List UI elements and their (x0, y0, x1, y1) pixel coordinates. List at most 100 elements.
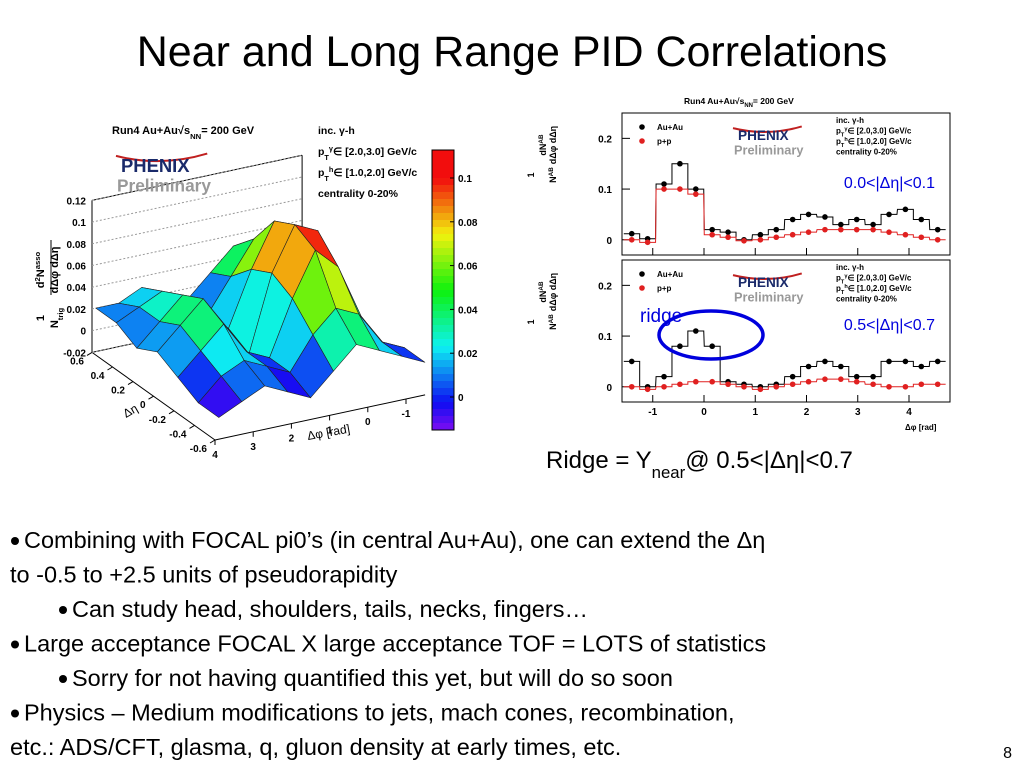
color-bar-cell (432, 374, 454, 382)
text-part: N (35, 269, 47, 277)
data-point (709, 343, 715, 350)
legend-entry: centrality 0-20% (318, 188, 399, 200)
data-point (789, 231, 796, 238)
logo-text: PHENIX (738, 275, 789, 290)
color-bar-cell (432, 234, 454, 242)
eta-tick (148, 395, 154, 400)
color-bar-cell (432, 409, 454, 417)
phi-tick-label: -1 (402, 409, 411, 420)
data-point (628, 230, 635, 237)
eta-tick-label: -0.6 (190, 444, 208, 455)
data-point (853, 216, 860, 223)
text-part: = 200 GeV (753, 96, 794, 106)
text-part: ENIX (757, 275, 789, 290)
data-point (838, 221, 844, 228)
legend-entry: p+p (657, 284, 672, 293)
color-bar-cell (432, 318, 454, 326)
color-bar-cell (432, 388, 454, 396)
data-point (934, 226, 941, 233)
data-point (805, 211, 812, 218)
text-part: inc. γ-h (318, 125, 355, 137)
data-point (853, 373, 860, 380)
data-point (805, 378, 812, 385)
series-step (623, 330, 946, 388)
color-bar-cell (432, 185, 454, 193)
text-part: T (324, 153, 329, 162)
data-point (870, 373, 876, 380)
data-point (918, 216, 925, 223)
data-point (773, 234, 780, 241)
data-point (870, 221, 876, 228)
x-tick-label: 1 (752, 407, 758, 418)
data-point (693, 328, 699, 334)
data-point (934, 236, 941, 243)
text-part: @ 0.5<|Δη|<0.7 (685, 447, 853, 474)
data-point (870, 226, 876, 233)
data-point (934, 381, 941, 388)
color-bar-cell (432, 423, 454, 431)
y-tick-label: 0 (606, 236, 612, 247)
legend-entry: centrality 0-20% (836, 148, 897, 157)
color-tick-label: 0.04 (458, 305, 478, 316)
text-part: ∈ [2.0,3.0] GeV/c (847, 274, 911, 283)
color-bar-cell (432, 255, 454, 263)
text-part: centrality 0-20% (836, 148, 897, 157)
color-bar-cell (432, 304, 454, 312)
data-point (644, 239, 651, 246)
axis-line (91, 154, 303, 201)
text-part: T (841, 133, 845, 139)
eta-tick (168, 410, 175, 415)
x-tick-label: 0 (701, 407, 707, 418)
color-bar-cell (432, 339, 454, 347)
color-bar-cell (432, 269, 454, 277)
data-point (661, 383, 667, 390)
data-point (853, 378, 860, 385)
text-part: AB (548, 314, 555, 324)
annotation: ridge (640, 306, 682, 327)
data-point (886, 358, 892, 365)
text-part: 1 (526, 319, 536, 324)
y-label: 1 (526, 172, 536, 177)
color-bar-cell (432, 311, 454, 319)
color-bar-cell (432, 346, 454, 354)
logo-text: PHENIX (738, 128, 789, 143)
legend-entry: pTγ∈ [2.0,3.0] GeV/c (836, 274, 912, 286)
color-bar-cell (432, 157, 454, 165)
surface-patch (197, 375, 243, 418)
data-point (822, 214, 828, 220)
annotation-ellipse (657, 309, 765, 361)
text-part: 1 (526, 172, 536, 177)
eta-tick-label: 0.4 (91, 371, 105, 382)
text-part: inc. γ-h (836, 116, 864, 125)
page-number: 8 (1003, 745, 1012, 762)
text-part: dΔφ dΔη (548, 126, 558, 164)
data-point (677, 343, 683, 350)
text-part: N (49, 320, 61, 328)
text-part: inc. γ-h (836, 263, 864, 272)
y-label: NAB (548, 167, 559, 183)
z-label: 1 (35, 315, 47, 321)
data-point (886, 229, 892, 235)
eta-tick (209, 439, 216, 444)
color-bar-frame (431, 149, 455, 431)
x-tick-label: 3 (855, 407, 861, 418)
data-point (725, 229, 731, 235)
eta-tick-label: -0.4 (169, 429, 187, 440)
data-point (693, 186, 699, 192)
text-part: ENIX (147, 155, 191, 176)
text-part: ∈ [2.0,3.0] GeV/c (847, 127, 911, 136)
color-bar-cell (432, 381, 454, 389)
text-part: ∈ [1.0,2.0] GeV/c (848, 137, 912, 146)
color-bar-cell (432, 262, 454, 270)
text-part: T (324, 174, 329, 183)
bullet-dot (11, 709, 19, 718)
text-part: √ (178, 125, 185, 137)
color-tick-label: 0.08 (458, 218, 478, 229)
plot-header: Run4 Au+Au√sNN= 200 GeV (112, 125, 255, 141)
color-bar-cell (432, 206, 454, 214)
z-tick-label: 0.12 (67, 196, 87, 207)
x-tick-label: 4 (906, 407, 912, 418)
color-bar-cell (432, 178, 454, 186)
data-point (870, 381, 876, 388)
data-point (725, 234, 731, 241)
